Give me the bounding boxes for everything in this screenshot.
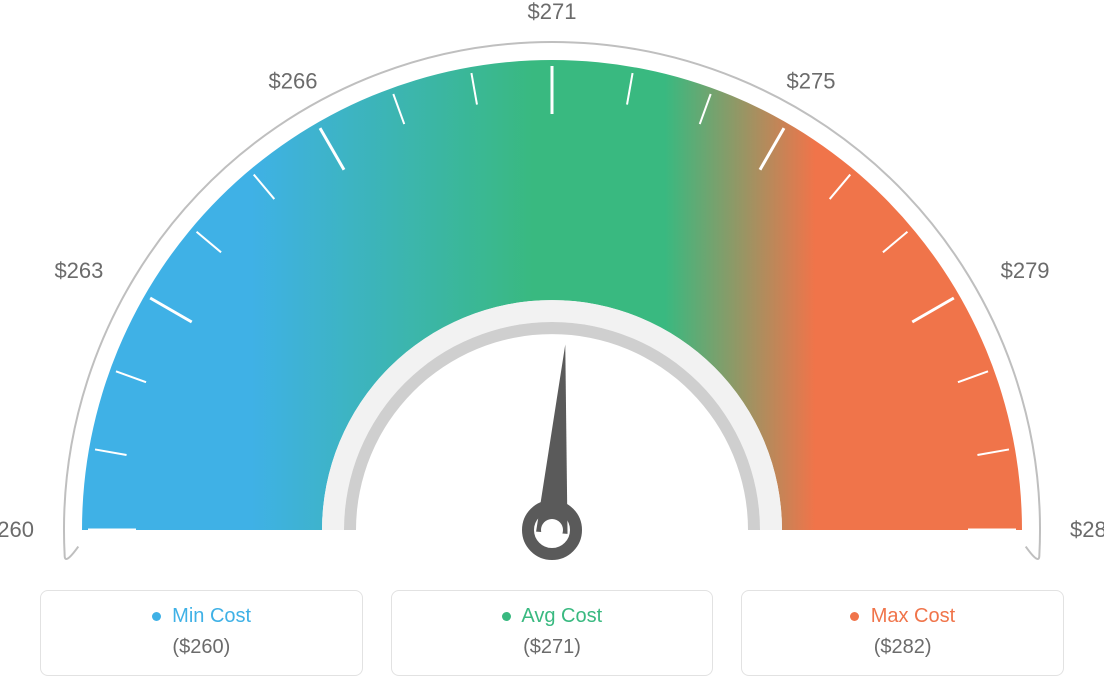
legend-min-value: ($260) — [41, 636, 362, 659]
svg-text:$275: $275 — [787, 68, 836, 93]
legend-max-label: Max Cost — [871, 605, 955, 627]
svg-text:$279: $279 — [1001, 258, 1050, 283]
legend-row: Min Cost ($260) Avg Cost ($271) Max Cost… — [40, 590, 1064, 676]
svg-text:$282: $282 — [1070, 517, 1104, 542]
legend-avg-title: Avg Cost — [392, 605, 713, 628]
legend-avg-value: ($271) — [392, 636, 713, 659]
legend-min-card: Min Cost ($260) — [40, 590, 363, 676]
svg-text:$266: $266 — [269, 68, 318, 93]
legend-max-dot-icon — [850, 612, 859, 621]
svg-text:$263: $263 — [54, 258, 103, 283]
legend-max-card: Max Cost ($282) — [741, 590, 1064, 676]
legend-min-dot-icon — [152, 612, 161, 621]
svg-text:$271: $271 — [528, 0, 577, 24]
legend-min-label: Min Cost — [172, 605, 251, 627]
cost-gauge: $260 $263 $266 $271 $275 $279 $282 — [0, 0, 1104, 560]
legend-max-value: ($282) — [742, 636, 1063, 659]
legend-min-title: Min Cost — [41, 605, 362, 628]
legend-avg-card: Avg Cost ($271) — [391, 590, 714, 676]
svg-text:$260: $260 — [0, 517, 34, 542]
legend-avg-label: Avg Cost — [521, 605, 602, 627]
legend-max-title: Max Cost — [742, 605, 1063, 628]
legend-avg-dot-icon — [502, 612, 511, 621]
